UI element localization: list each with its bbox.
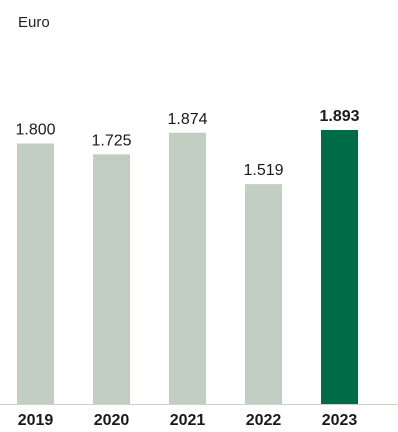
value-label-2022: 1.519 [243,162,283,179]
bar-2020 [93,154,130,404]
category-label-2019: 2019 [18,412,54,429]
value-label-2023: 1.893 [319,108,359,125]
category-label-2020: 2020 [94,412,130,429]
bar-2022 [245,184,282,404]
value-label-2019: 1.800 [15,121,55,138]
value-label-2021: 1.874 [167,111,207,128]
category-label-2021: 2021 [170,412,206,429]
unit-label: Euro [18,14,50,31]
bars-group: 1.800 1.725 1.874 1.519 1.893 [15,108,360,405]
category-label-2023: 2023 [322,412,358,429]
bar-2023 [321,130,358,404]
category-labels-group: 2019 2020 2021 2022 2023 [18,412,358,429]
bar-2021 [169,132,206,405]
bar-2019 [17,143,54,404]
value-label-2020: 1.725 [91,132,131,149]
category-label-2022: 2022 [246,412,282,429]
